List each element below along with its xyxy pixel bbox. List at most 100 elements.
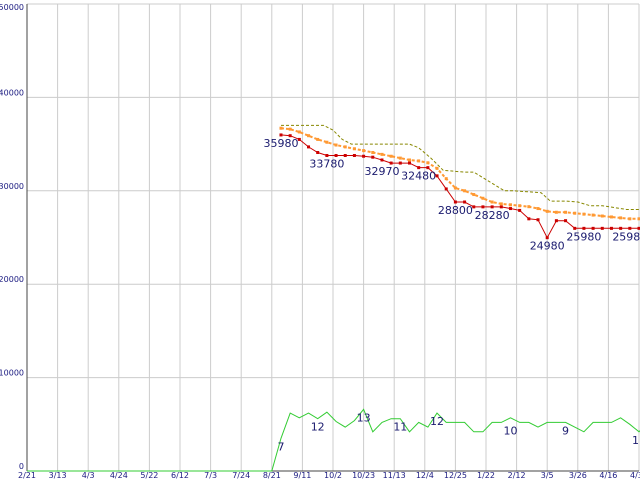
point-min_price xyxy=(573,226,577,230)
point-min_price xyxy=(564,219,568,223)
point-min_price xyxy=(481,205,485,209)
x-tick-label: 10/23 xyxy=(352,471,375,480)
point-avg_price xyxy=(472,193,476,197)
x-tick-label: 11/13 xyxy=(383,471,406,480)
point-avg_price xyxy=(628,217,632,221)
point-min_price xyxy=(426,166,430,170)
point-avg_price xyxy=(371,151,375,155)
x-tick-label: 8/21 xyxy=(263,471,281,480)
x-tick-label: 4/3 xyxy=(82,471,95,480)
point-avg_price xyxy=(582,212,586,216)
point-avg_price xyxy=(545,209,549,213)
x-tick-label: 4/24 xyxy=(110,471,128,480)
data-label: 28280 xyxy=(475,209,510,222)
point-avg_price xyxy=(499,202,503,206)
point-min_price xyxy=(637,226,640,230)
y-tick-label: 0 xyxy=(19,462,24,471)
point-min_price xyxy=(362,154,366,158)
x-tick-label: 9/11 xyxy=(293,471,311,480)
point-min_price xyxy=(444,187,448,191)
data-label: 13 xyxy=(357,411,371,424)
point-min_price xyxy=(279,133,283,137)
y-tick-label: 50000 xyxy=(0,3,24,12)
point-avg_price xyxy=(316,137,320,141)
point-avg_price xyxy=(609,215,613,219)
point-min_price xyxy=(288,134,292,138)
point-min_price xyxy=(609,226,613,230)
x-tick-label: 3/13 xyxy=(49,471,67,480)
point-min_price xyxy=(371,155,375,159)
point-min_price xyxy=(307,145,311,149)
data-label: 33780 xyxy=(309,157,344,170)
data-label: 35980 xyxy=(263,137,298,150)
point-min_price xyxy=(518,208,522,212)
x-tick-label: 2/12 xyxy=(508,471,526,480)
point-avg_price xyxy=(527,205,531,209)
point-min_price xyxy=(600,226,604,230)
series-line-count xyxy=(27,408,640,472)
point-avg_price xyxy=(518,204,522,208)
point-avg_price xyxy=(435,166,439,170)
point-min_price xyxy=(453,200,457,204)
point-avg_price xyxy=(481,196,485,200)
point-avg_price xyxy=(325,140,329,144)
point-min_price xyxy=(472,205,476,209)
point-avg_price xyxy=(408,158,411,162)
point-avg_price xyxy=(380,152,384,156)
point-min_price xyxy=(591,226,595,230)
point-avg_price xyxy=(389,154,393,158)
point-avg_price xyxy=(334,143,338,147)
point-min_price xyxy=(536,218,540,222)
x-tick-label: 4/30 xyxy=(630,471,640,480)
series-line-max_price xyxy=(281,124,640,210)
data-label: 9 xyxy=(562,424,569,437)
x-tick-label: 4/16 xyxy=(599,471,617,480)
data-label: 25980 xyxy=(566,230,601,243)
point-avg_price xyxy=(297,130,301,134)
y-tick-label: 20000 xyxy=(0,275,24,284)
point-avg_price xyxy=(288,127,292,131)
point-avg_price xyxy=(600,214,604,218)
x-tick-label: 6/12 xyxy=(171,471,189,480)
point-min_price xyxy=(398,161,402,165)
data-label: 28800 xyxy=(438,204,473,217)
data-label: 32970 xyxy=(364,165,399,178)
point-avg_price xyxy=(398,156,402,160)
point-min_price xyxy=(380,158,384,162)
data-label: 11 xyxy=(632,434,640,447)
series-line-min_price xyxy=(280,134,640,239)
y-axis-tick-labels: 0 10000 20000 30000 40000 50000 xyxy=(0,3,24,471)
point-avg_price xyxy=(453,186,457,190)
point-avg_price xyxy=(463,189,467,193)
y-tick-label: 40000 xyxy=(0,88,24,97)
point-min_price xyxy=(619,226,623,230)
point-min_price xyxy=(582,226,586,230)
point-avg_price xyxy=(279,126,283,130)
x-tick-label: 10/2 xyxy=(324,471,342,480)
point-min_price xyxy=(334,153,338,157)
point-avg_price xyxy=(554,210,558,214)
x-tick-label: 7/3 xyxy=(204,471,217,480)
y-tick-label: 30000 xyxy=(0,182,24,191)
data-label: 10 xyxy=(503,424,517,437)
point-min_price xyxy=(545,236,549,240)
point-min_price xyxy=(325,153,329,157)
point-avg_price xyxy=(637,217,640,221)
point-min_price xyxy=(628,226,632,230)
point-avg_price xyxy=(352,147,356,151)
point-min_price xyxy=(527,217,531,221)
point-avg_price xyxy=(564,210,568,214)
x-axis-tick-labels: 2/21 3/13 4/3 4/24 5/22 6/12 7/3 7/24 8/21 9/11 10… xyxy=(18,471,640,480)
point-min_price xyxy=(417,166,421,170)
x-tick-label: 1/22 xyxy=(477,471,495,480)
point-min_price xyxy=(554,219,558,223)
point-avg_price xyxy=(417,159,421,163)
y-tick-label: 10000 xyxy=(0,369,24,378)
x-tick-label: 3/5 xyxy=(541,471,554,480)
point-avg_price xyxy=(362,149,366,153)
series-lines xyxy=(27,124,640,472)
point-avg_price xyxy=(343,145,347,149)
point-min_price xyxy=(463,200,467,204)
